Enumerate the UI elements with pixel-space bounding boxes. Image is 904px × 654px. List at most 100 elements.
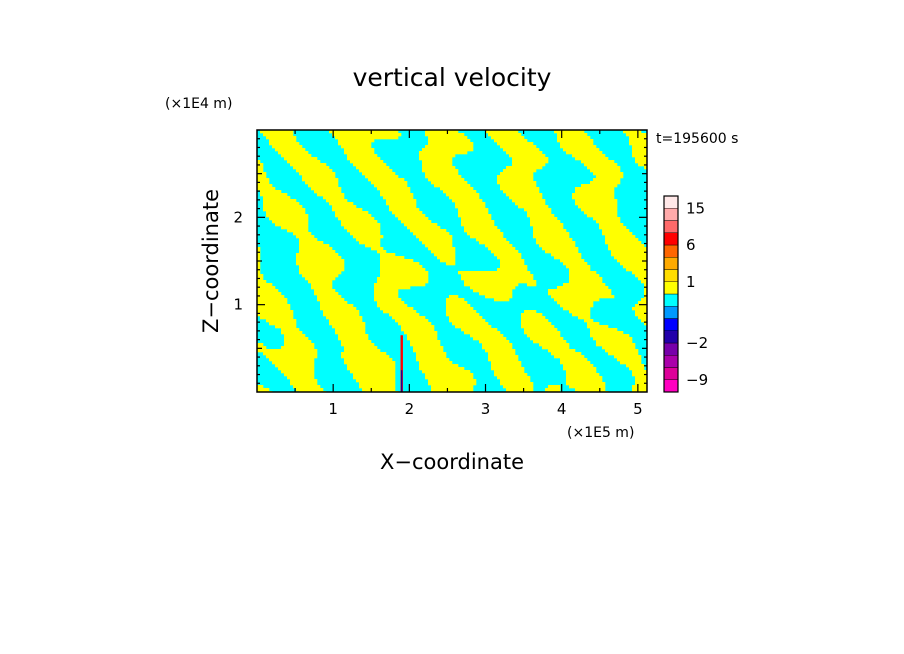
field-cell-positive: [581, 262, 585, 266]
field-cell-positive: [344, 226, 348, 230]
field-cell-positive: [536, 148, 540, 152]
field-cell-positive: [446, 373, 450, 377]
field-cell-positive: [443, 181, 447, 185]
field-cell-positive: [344, 313, 348, 317]
field-cell-positive: [350, 352, 354, 356]
field-cell-positive: [368, 142, 372, 146]
field-cell-positive: [386, 190, 390, 194]
field-cell-positive: [302, 367, 306, 371]
field-cell-positive: [341, 316, 345, 320]
field-cell-positive: [350, 310, 354, 314]
field-cell-positive: [326, 166, 330, 170]
field-cell-positive: [368, 139, 372, 143]
field-cell-positive: [584, 199, 588, 203]
field-cell-positive: [446, 148, 450, 152]
field-cell-positive: [527, 322, 531, 326]
field-cell-positive: [275, 199, 279, 203]
field-cell-positive: [443, 160, 447, 164]
field-cell-positive: [503, 361, 507, 365]
field-cell-positive: [470, 373, 474, 377]
field-cell-positive: [404, 283, 408, 287]
field-cell-positive: [374, 352, 378, 356]
field-cell-positive: [392, 364, 396, 368]
field-cell-positive: [308, 181, 312, 185]
field-cell-positive: [299, 343, 303, 347]
field-cell-positive: [512, 352, 516, 356]
field-cell-positive: [536, 166, 540, 170]
field-cell-positive: [440, 175, 444, 179]
field-cell-positive: [374, 226, 378, 230]
field-cell-positive: [530, 382, 534, 386]
field-cell-positive: [551, 349, 555, 353]
field-cell-positive: [269, 289, 273, 293]
field-cell-positive: [563, 142, 567, 146]
field-cell-positive: [503, 175, 507, 179]
field-cell-positive: [530, 385, 534, 389]
field-cell-positive: [404, 322, 408, 326]
field-cell-positive: [596, 181, 600, 185]
field-cell-positive: [281, 364, 285, 368]
field-cell-positive: [521, 265, 525, 269]
field-cell-positive: [371, 169, 375, 173]
field-cell-positive: [434, 244, 438, 248]
field-cell-positive: [581, 286, 585, 290]
field-cell-positive: [500, 250, 504, 254]
field-cell-positive: [590, 163, 594, 167]
field-cell-positive: [365, 133, 369, 137]
field-cell-positive: [410, 325, 414, 329]
field-cell-positive: [332, 310, 336, 314]
field-cell-positive: [293, 211, 297, 215]
field-cell-positive: [395, 274, 399, 278]
field-cell-positive: [431, 367, 435, 371]
field-cell-positive: [437, 154, 441, 158]
field-cell-positive: [500, 346, 504, 350]
field-cell-positive: [287, 352, 291, 356]
field-cell-positive: [464, 373, 468, 377]
field-cell-positive: [344, 307, 348, 311]
field-cell-positive: [509, 262, 513, 266]
field-cell-positive: [389, 298, 393, 302]
field-cell-positive: [380, 262, 384, 266]
field-cell-positive: [257, 253, 261, 257]
field-cell-positive: [500, 136, 504, 140]
field-cell-positive: [530, 214, 534, 218]
field-cell-positive: [404, 208, 408, 212]
field-cell-positive: [479, 202, 483, 206]
field-cell-positive: [458, 133, 462, 137]
field-cell-positive: [512, 190, 516, 194]
field-cell-positive: [302, 175, 306, 179]
field-cell-positive: [440, 145, 444, 149]
field-cell-positive: [464, 142, 468, 146]
field-cell-positive: [596, 379, 600, 383]
field-cell-positive: [548, 322, 552, 326]
field-cell-positive: [305, 229, 309, 233]
field-cell-positive: [284, 367, 288, 371]
field-cell-positive: [524, 331, 528, 335]
field-cell-positive: [290, 223, 294, 227]
field-cell-positive: [470, 280, 474, 284]
field-cell-positive: [302, 358, 306, 362]
field-cell-positive: [575, 283, 579, 287]
field-cell-positive: [602, 157, 606, 161]
field-cell-positive: [542, 241, 546, 245]
field-cell-positive: [566, 364, 570, 368]
field-cell-positive: [344, 133, 348, 137]
field-cell-positive: [578, 205, 582, 209]
field-cell-positive: [593, 388, 597, 392]
field-cell-positive: [497, 292, 501, 296]
field-cell-positive: [398, 205, 402, 209]
field-cell-positive: [413, 310, 417, 314]
field-cell-positive: [443, 166, 447, 170]
field-cell-positive: [395, 187, 399, 191]
field-cell-positive: [560, 346, 564, 350]
field-cell-positive: [485, 334, 489, 338]
field-cell-positive: [587, 196, 591, 200]
field-cell-positive: [296, 154, 300, 158]
field-cell-positive: [302, 247, 306, 251]
field-cell-positive: [554, 295, 558, 299]
field-cell-positive: [530, 199, 534, 203]
field-cell-positive: [590, 184, 594, 188]
field-cell-positive: [341, 259, 345, 263]
field-cell-positive: [473, 274, 477, 278]
field-cell-positive: [392, 289, 396, 293]
